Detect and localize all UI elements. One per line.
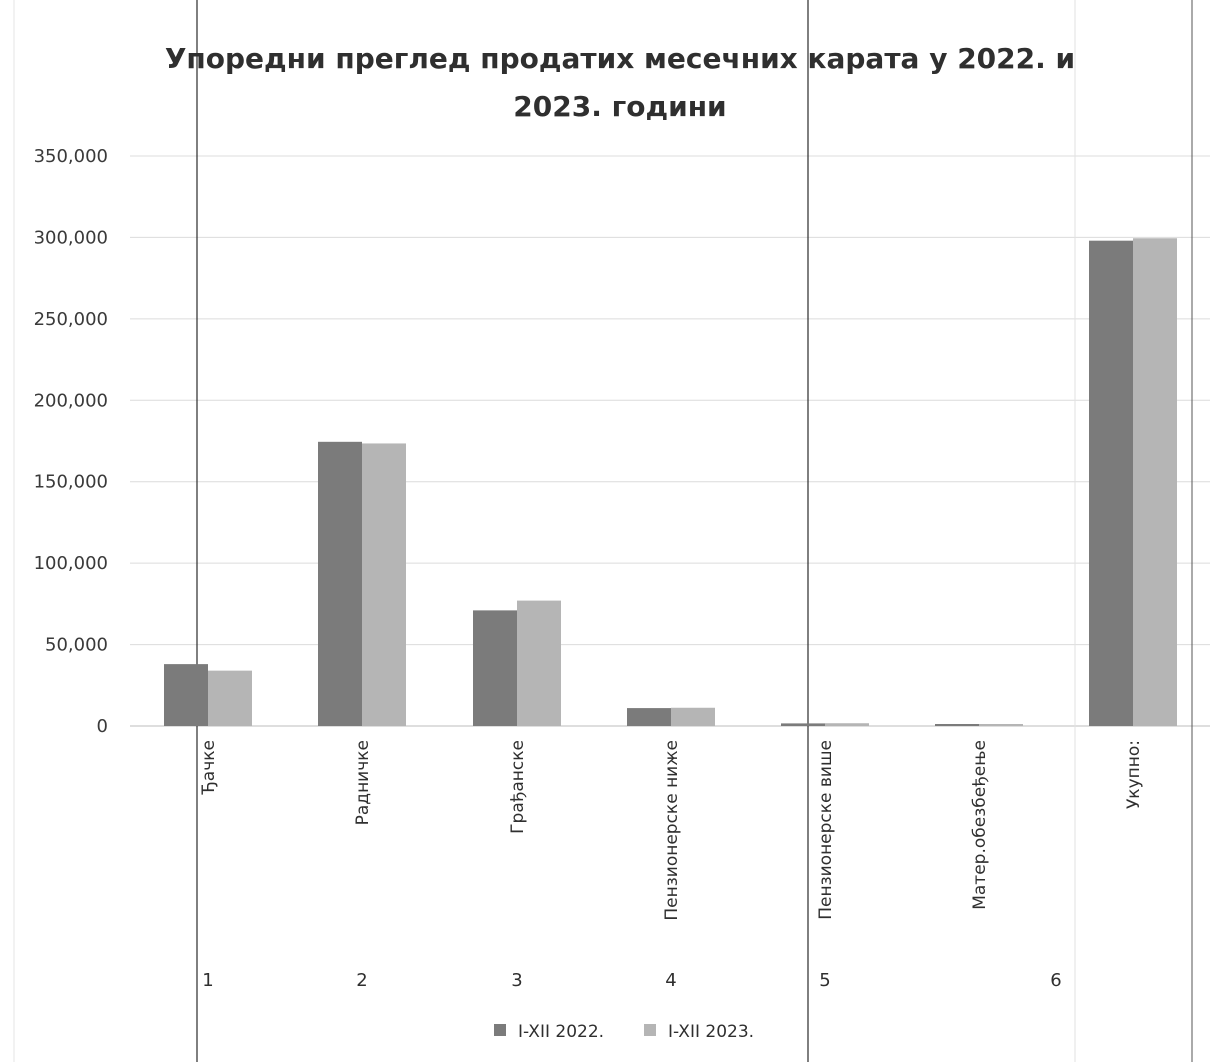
category-number: 6 <box>1050 970 1061 991</box>
bar-2022-5 <box>781 723 825 726</box>
bar-2023-2 <box>362 443 406 726</box>
bar-2023-5 <box>825 723 869 726</box>
page-border-lines <box>13 0 1193 1062</box>
bar-2022-7 <box>1089 240 1133 726</box>
bar-2022-1 <box>164 664 208 726</box>
chart-title-line-2: 2023. години <box>513 90 726 123</box>
category-number: 5 <box>819 970 830 991</box>
y-tick-label: 300,000 <box>34 227 108 248</box>
category-number: 2 <box>356 970 367 991</box>
category-numbers: 1 2 3 4 5 6 <box>202 970 1061 991</box>
y-tick-label: 200,000 <box>34 390 108 411</box>
y-tick-label: 350,000 <box>34 146 108 167</box>
chart-title: Упоредни преглед продатих месечних карат… <box>165 42 1075 123</box>
bar-2022-6 <box>935 724 979 726</box>
legend: I-XII 2022. I-XII 2023. <box>494 1022 754 1042</box>
y-tick-label: 100,000 <box>34 553 108 574</box>
chart-title-line-1: Упоредни преглед продатих месечних карат… <box>165 42 1075 75</box>
bars <box>164 238 1177 726</box>
bar-2023-3 <box>517 600 561 726</box>
y-tick-label: 50,000 <box>45 635 108 656</box>
bar-2023-4 <box>671 707 715 726</box>
y-tick-label: 0 <box>97 716 108 737</box>
bar-2022-3 <box>473 610 517 726</box>
x-category-label: Пензионерске ниже <box>662 740 682 921</box>
x-category-label: Пензионерске више <box>816 740 836 920</box>
y-axis-ticks: 0 50,000 100,000 150,000 200,000 250,000 300,0… <box>34 146 108 737</box>
x-category-label: Грађанске <box>508 740 528 834</box>
bar-2023-7 <box>1133 238 1177 726</box>
legend-swatch-2022 <box>494 1024 506 1036</box>
bar-2022-2 <box>318 441 362 726</box>
y-tick-label: 250,000 <box>34 309 108 330</box>
bar-2023-6 <box>979 724 1023 726</box>
legend-label-2023: I-XII 2023. <box>668 1022 754 1042</box>
bar-2022-4 <box>627 708 671 726</box>
category-labels: Ђачке Радничке Грађанске Пензионерске ниже П… <box>199 740 1144 921</box>
x-category-label: Укупно: <box>1124 740 1144 809</box>
gridlines <box>130 155 1210 727</box>
legend-label-2022: I-XII 2022. <box>518 1022 604 1042</box>
category-number: 4 <box>665 970 676 991</box>
x-category-label: Матер.обезбеђење <box>970 740 990 910</box>
legend-swatch-2023 <box>644 1024 656 1036</box>
x-category-label: Радничке <box>353 740 373 825</box>
y-tick-label: 150,000 <box>34 472 108 493</box>
category-number: 3 <box>511 970 522 991</box>
bar-2023-1 <box>208 670 252 726</box>
category-number: 1 <box>202 970 213 991</box>
x-category-label: Ђачке <box>199 740 219 796</box>
